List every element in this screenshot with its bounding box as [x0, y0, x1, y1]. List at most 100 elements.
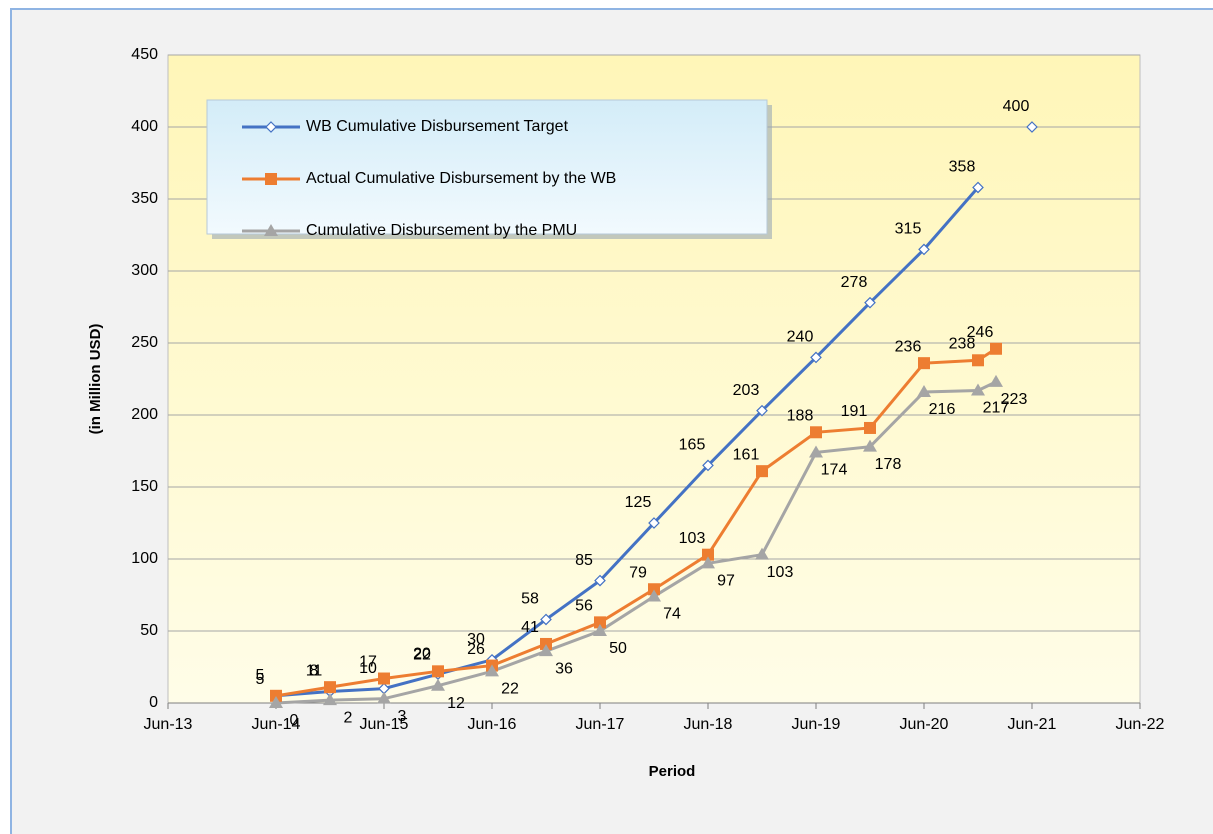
point: [377, 691, 391, 704]
data-label: 246: [967, 324, 994, 341]
x-tick-label: Jun-20: [900, 716, 949, 733]
data-label: 161: [733, 446, 760, 463]
data-label: 203: [733, 382, 760, 399]
data-label: 3: [398, 708, 407, 725]
data-label: 85: [575, 552, 593, 569]
data-label: 125: [625, 494, 652, 511]
data-label: 400: [1003, 98, 1030, 115]
point: [809, 445, 823, 458]
point: [378, 672, 390, 685]
point: [755, 547, 769, 560]
y-tick-label: 450: [131, 46, 158, 63]
y-tick-label: 50: [140, 622, 158, 639]
point: [269, 696, 283, 708]
data-label: 36: [555, 660, 573, 677]
data-label: 11: [306, 662, 323, 679]
x-tick-label: Jun-16: [468, 716, 517, 733]
data-label: 41: [521, 619, 539, 636]
point: [647, 589, 661, 602]
data-label: 8: [310, 663, 319, 680]
point: [702, 548, 714, 561]
data-label: 58: [521, 591, 539, 608]
point: [324, 681, 336, 694]
point: [270, 689, 282, 702]
x-tick-label: Jun-17: [576, 716, 625, 733]
data-label: 191: [841, 403, 868, 420]
y-tick-label: 400: [131, 118, 158, 135]
point: [594, 616, 606, 629]
data-label: 315: [895, 221, 922, 238]
y-axis-label: (in Million USD): [87, 324, 104, 435]
point: [648, 583, 660, 596]
data-label: 0: [290, 712, 299, 729]
point: [918, 357, 930, 370]
y-tick-label: 0: [149, 694, 158, 711]
x-tick-label: Jun-22: [1116, 716, 1165, 733]
data-label: 238: [949, 335, 976, 352]
data-label: 103: [767, 564, 794, 581]
point: [756, 465, 768, 478]
legend: [206, 99, 768, 235]
data-label: 216: [929, 401, 956, 418]
data-label: 74: [663, 606, 681, 623]
point: [432, 665, 444, 678]
y-tick-label: 200: [131, 406, 158, 423]
y-tick-label: 150: [131, 478, 158, 495]
point: [593, 624, 607, 636]
point: [972, 181, 984, 194]
point: [539, 644, 553, 657]
point: [756, 404, 768, 417]
data-label: 358: [949, 159, 976, 176]
y-tick-label: 300: [131, 262, 158, 279]
data-label: 97: [717, 573, 735, 590]
legend-label: Actual Cumulative Disbursement by the WB: [306, 170, 616, 187]
point: [972, 354, 984, 367]
legend-label: Cumulative Disbursement by the PMU: [306, 222, 577, 239]
data-label: 17: [359, 654, 377, 671]
data-label: 79: [629, 564, 647, 581]
x-axis-label: Period: [649, 763, 696, 780]
y-tick-label: 350: [131, 190, 158, 207]
data-label: 178: [875, 456, 902, 473]
data-label: 10: [359, 660, 377, 677]
point: [1026, 121, 1038, 133]
x-tick-label: Jun-13: [144, 716, 193, 733]
data-label: 26: [467, 641, 485, 658]
data-label: 2: [344, 709, 353, 726]
x-tick-label: Jun-19: [792, 716, 841, 733]
point: [990, 342, 1002, 355]
point: [863, 439, 877, 452]
data-label: 236: [895, 338, 922, 355]
data-label: 50: [609, 640, 627, 657]
data-label: 188: [787, 407, 814, 424]
data-label: 20: [413, 645, 431, 662]
point: [648, 517, 660, 529]
data-label: 22: [501, 681, 519, 698]
point: [431, 678, 445, 691]
point: [264, 224, 278, 236]
data-label: 240: [787, 329, 814, 346]
x-tick-label: Jun-21: [1008, 716, 1057, 733]
x-tick-label: Jun-15: [360, 716, 409, 733]
point: [540, 613, 552, 626]
point: [540, 637, 552, 650]
data-label: 5: [256, 671, 265, 688]
data-label: 22: [413, 647, 431, 664]
data-label: 56: [575, 598, 593, 615]
y-tick-label: 100: [131, 550, 158, 567]
data-label: 278: [841, 274, 868, 291]
point: [265, 121, 277, 133]
data-label: 12: [447, 695, 465, 712]
point: [265, 173, 277, 185]
point: [701, 556, 715, 569]
data-label: 30: [467, 631, 485, 648]
legend-label: WB Cumulative Disbursement Target: [306, 118, 569, 135]
data-label: 103: [679, 530, 706, 547]
point: [702, 459, 714, 472]
point: [989, 374, 1003, 387]
x-tick-label: Jun-18: [684, 716, 733, 733]
data-label: 165: [679, 437, 706, 454]
point: [810, 351, 822, 364]
